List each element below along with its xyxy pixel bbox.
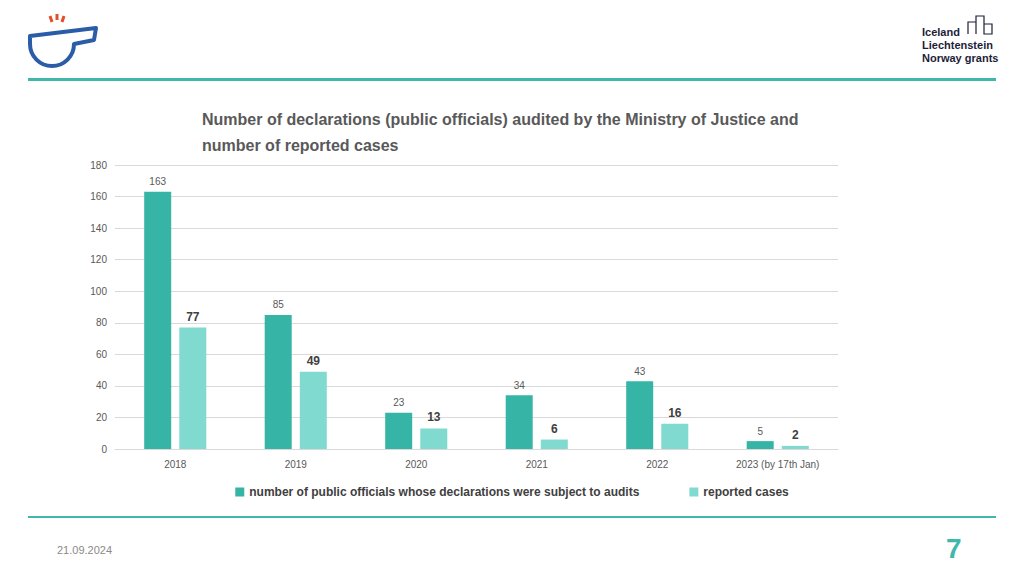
html-text:21.09.2024: 21.09.2024 [57, 544, 113, 556]
svg-text:77: 77 [186, 310, 200, 324]
svg-text:163: 163 [149, 176, 166, 187]
svg-text:0: 0 [101, 444, 107, 455]
svg-text:13: 13 [427, 410, 441, 424]
svg-text:100: 100 [90, 286, 107, 297]
svg-text:2023 (by 17th Jan): 2023 (by 17th Jan) [736, 459, 819, 470]
svg-text:180: 180 [90, 160, 107, 171]
svg-text:16: 16 [668, 406, 682, 420]
svg-text:80: 80 [96, 317, 108, 328]
html-text:Iceland: Iceland [922, 26, 960, 38]
svg-text:140: 140 [90, 223, 107, 234]
svg-text:160: 160 [90, 191, 107, 202]
html-text:Liechtenstein: Liechtenstein [922, 39, 993, 51]
html-text:7: 7 [946, 533, 962, 564]
svg-text:reported cases: reported cases [703, 485, 789, 499]
svg-text:49: 49 [307, 354, 321, 368]
svg-text:5: 5 [757, 426, 763, 437]
svg-text:40: 40 [96, 380, 108, 391]
svg-text:20: 20 [96, 412, 108, 423]
svg-text:number of public officials who: number of public officials whose declara… [249, 485, 639, 499]
svg-text:number of reported cases: number of reported cases [202, 137, 399, 154]
svg-text:34: 34 [514, 380, 526, 391]
svg-text:23: 23 [393, 397, 405, 408]
svg-text:2022: 2022 [646, 459, 669, 470]
html-text:Norway grants: Norway grants [922, 52, 999, 64]
svg-text:2021: 2021 [526, 459, 549, 470]
svg-text:2020: 2020 [405, 459, 428, 470]
svg-text:120: 120 [90, 254, 107, 265]
svg-text:6: 6 [551, 422, 558, 436]
svg-text:2: 2 [792, 428, 799, 442]
svg-text:85: 85 [273, 299, 285, 310]
svg-text:Number of declarations (public: Number of declarations (public officials… [202, 111, 803, 128]
svg-text:2018: 2018 [164, 459, 187, 470]
svg-text:2019: 2019 [285, 459, 308, 470]
svg-text:60: 60 [96, 349, 108, 360]
svg-text:43: 43 [634, 366, 646, 377]
